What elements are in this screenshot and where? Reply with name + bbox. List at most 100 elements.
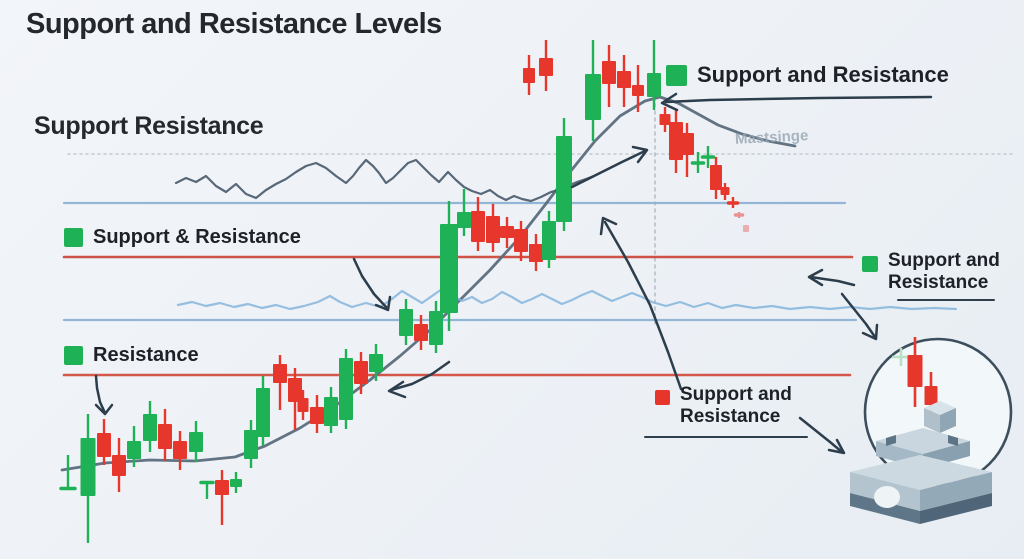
up-candle: [556, 118, 572, 231]
up-candle: [324, 387, 338, 433]
pedestal-circle-detail: [874, 486, 900, 508]
up-candle: [429, 301, 443, 353]
up-candle: [339, 349, 353, 429]
down-candle: [414, 315, 428, 350]
down-candle: [710, 157, 722, 199]
green-square-icon: [862, 256, 878, 272]
down-candle: [514, 221, 528, 261]
up-candle: [369, 344, 383, 381]
legend-support-and-resistance-bottom: Support and Resistance: [655, 384, 792, 429]
up-candle: [457, 189, 471, 236]
pedestal-block: [940, 408, 956, 433]
up-candle: [690, 152, 706, 173]
legend-support-and-resistance-mid: Support & Resistance: [64, 226, 301, 250]
down-candle: [529, 234, 543, 271]
pedestal-block: [920, 493, 992, 524]
down-candle: [523, 55, 535, 95]
legend-resistance: Resistance: [64, 344, 199, 368]
to-signal-line: [352, 257, 389, 310]
down-candle: [743, 225, 749, 232]
down-candle: [669, 110, 683, 173]
down-candle: [310, 395, 324, 433]
oscillator: [174, 158, 596, 203]
legend-label: Support and Resistance: [680, 384, 792, 429]
down-candle: [726, 197, 740, 208]
right-legend-to-level: [809, 275, 856, 287]
pedestal-block: [948, 435, 958, 446]
up-candle: [244, 420, 258, 468]
bottom-legend-to-level-arrowhead-icon: [599, 216, 618, 236]
down-candle: [297, 390, 309, 420]
bottom-legend-to-ball: [798, 416, 844, 454]
right-legend-to-ball-arrowhead-icon: [861, 323, 879, 341]
pedestal-block: [920, 472, 992, 511]
ball-candle: [907, 355, 923, 387]
page-title: Support and Resistance Levels: [26, 8, 442, 40]
up-candle: [143, 401, 157, 452]
moving_average: [60, 95, 797, 472]
signal_line: [176, 287, 958, 311]
legend-label-line1: Support and: [680, 384, 792, 405]
ball-candle: [924, 386, 938, 405]
to-ma-peak-arrowhead-icon: [631, 145, 649, 164]
bottom-legend-to-level: [603, 220, 683, 391]
to-ma-peak: [570, 149, 647, 189]
up-candle: [189, 421, 203, 462]
up-candle: [80, 414, 96, 543]
right-legend-to-level-arrowhead-icon: [807, 268, 824, 287]
to-ma-crossing-arrowhead-icon: [387, 380, 407, 399]
resistance-label-to-candles-arrowhead-icon: [94, 403, 114, 416]
legend-label: Support & Resistance: [93, 226, 301, 248]
up-candle: [440, 201, 458, 331]
down-candle: [539, 40, 553, 91]
legend-label-line2: Resistance: [680, 406, 781, 428]
down-candle: [288, 368, 302, 430]
down-candle: [354, 352, 368, 394]
down-candle: [632, 65, 644, 112]
top-legend-pointer-arrowhead-icon: [660, 92, 679, 112]
down-candle: [720, 183, 730, 200]
green-square-icon: [64, 228, 83, 247]
top-legend-pointer: [664, 95, 933, 104]
down-candle: [471, 197, 485, 251]
up-candle: [399, 299, 413, 345]
legend-support-and-resistance-top: Support and Resistance: [666, 62, 949, 88]
down-candle: [173, 431, 187, 470]
up-candle: [59, 455, 77, 491]
up-candle: [230, 472, 242, 493]
green-square-icon: [64, 346, 83, 365]
down-candle: [617, 55, 631, 107]
up-candle: [585, 40, 601, 141]
bottom-legend-to-ball-arrowhead-icon: [827, 438, 846, 455]
down-candle: [486, 204, 500, 252]
up-candle: [199, 480, 215, 499]
right-legend-to-ball: [840, 292, 877, 339]
resistance-label-to-candles: [94, 374, 107, 415]
legend-label: Resistance: [93, 344, 199, 366]
pedestal-block: [850, 493, 920, 524]
down-candle: [500, 217, 514, 248]
up-candle: [647, 40, 661, 110]
legend-label: Support and Resistance: [697, 62, 949, 87]
pedestal-block: [850, 455, 992, 490]
pedestal-block: [886, 435, 896, 446]
legend-label-line1: Support and: [888, 250, 1000, 271]
up-candle: [700, 146, 716, 168]
down-candle: [602, 45, 616, 107]
down-candle: [97, 419, 111, 465]
chart-subtitle: Support Resistance: [34, 112, 264, 140]
legend-label-line2: Resistance: [888, 272, 989, 294]
down-candle: [158, 409, 172, 461]
to-ma-crossing: [389, 360, 451, 392]
down-candle: [112, 438, 126, 492]
to-signal-line-arrowhead-icon: [374, 295, 392, 312]
up-candle: [256, 376, 270, 446]
up-candle: [127, 426, 141, 467]
up-candle: [542, 211, 556, 268]
down-candle: [680, 123, 694, 177]
legend-support-and-resistance-right: Support and Resistance: [862, 250, 1000, 295]
legend-label: Support and Resistance: [888, 250, 1000, 295]
pedestal-block: [924, 408, 940, 433]
